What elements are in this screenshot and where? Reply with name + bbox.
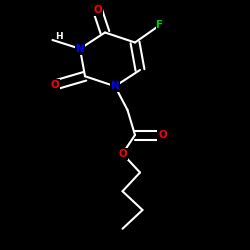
- Text: O: O: [93, 5, 102, 15]
- Text: O: O: [158, 130, 167, 140]
- Text: N: N: [110, 81, 120, 91]
- Text: H: H: [55, 32, 62, 41]
- Text: O: O: [50, 80, 59, 90]
- Text: N: N: [76, 44, 84, 54]
- Text: O: O: [118, 149, 127, 159]
- Text: F: F: [156, 20, 164, 30]
